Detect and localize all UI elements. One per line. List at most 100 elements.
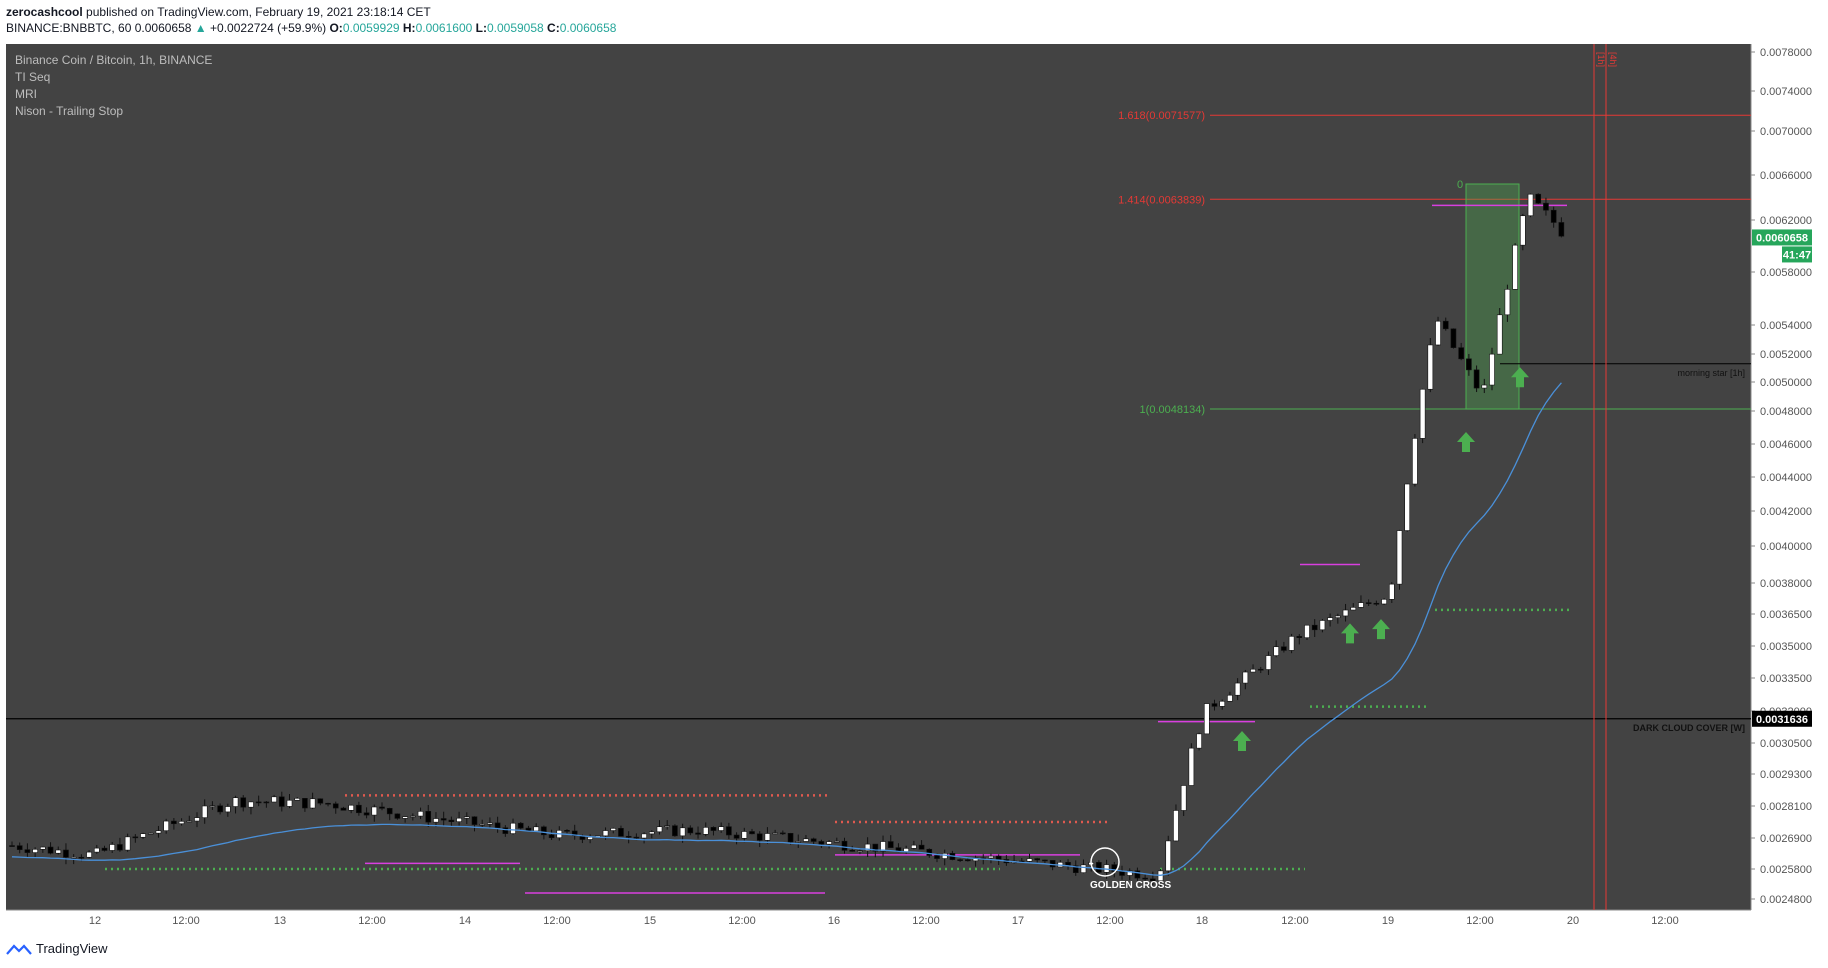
candle-body[interactable] xyxy=(672,825,678,837)
candle-body[interactable] xyxy=(687,827,694,834)
candle-body[interactable] xyxy=(679,827,686,837)
candle-body[interactable] xyxy=(163,820,169,831)
candle-body[interactable] xyxy=(641,833,647,839)
candle-body[interactable] xyxy=(294,798,301,801)
candle-body[interactable] xyxy=(1296,636,1303,638)
candle-body[interactable] xyxy=(1311,624,1318,631)
candle-body[interactable] xyxy=(40,846,46,850)
candle-body[interactable] xyxy=(1558,222,1565,237)
candle-body[interactable] xyxy=(1242,671,1249,684)
time-axis[interactable] xyxy=(6,910,1751,930)
candle-body[interactable] xyxy=(1396,530,1403,585)
candle-body[interactable] xyxy=(471,816,478,825)
candle-body[interactable] xyxy=(926,848,933,856)
candle-body[interactable] xyxy=(571,830,578,836)
candle-body[interactable] xyxy=(425,811,432,823)
candle-body[interactable] xyxy=(255,801,262,804)
candle-body[interactable] xyxy=(1419,388,1426,439)
candle-body[interactable] xyxy=(1350,607,1357,611)
candle-body[interactable] xyxy=(248,801,254,808)
candle-body[interactable] xyxy=(386,808,393,815)
candle-body[interactable] xyxy=(710,827,717,831)
candle-body[interactable] xyxy=(278,796,285,807)
candle-body[interactable] xyxy=(1080,864,1087,873)
candle-body[interactable] xyxy=(772,832,778,835)
candle-body[interactable] xyxy=(1504,289,1511,316)
candle-body[interactable] xyxy=(864,843,871,851)
candle-body[interactable] xyxy=(618,828,624,837)
candle-body[interactable] xyxy=(610,828,617,831)
candle-body[interactable] xyxy=(564,830,570,832)
candle-body[interactable] xyxy=(787,833,794,843)
candle-body[interactable] xyxy=(494,822,501,829)
candle-body[interactable] xyxy=(587,836,593,840)
candle-body[interactable] xyxy=(826,841,832,845)
candle-body[interactable] xyxy=(517,822,524,829)
candle-body[interactable] xyxy=(117,844,123,851)
candle-body[interactable] xyxy=(132,836,139,839)
candle-body[interactable] xyxy=(1543,202,1549,211)
legend-study-mri[interactable]: MRI xyxy=(15,87,37,101)
candle-body[interactable] xyxy=(541,826,547,836)
candle-body[interactable] xyxy=(309,798,316,809)
candle-body[interactable] xyxy=(1404,483,1411,531)
candle-body[interactable] xyxy=(70,856,77,859)
candle-body[interactable] xyxy=(849,850,856,852)
candle-body[interactable] xyxy=(533,826,539,832)
candle-body[interactable] xyxy=(1165,840,1172,872)
candle-body[interactable] xyxy=(1281,646,1287,651)
candle-body[interactable] xyxy=(602,830,609,837)
candle-body[interactable] xyxy=(1481,384,1488,389)
candle-body[interactable] xyxy=(764,833,771,841)
candle-body[interactable] xyxy=(1365,602,1372,604)
candle-body[interactable] xyxy=(9,845,15,847)
candle-body[interactable] xyxy=(795,841,802,843)
candle-body[interactable] xyxy=(1388,583,1395,600)
candle-body[interactable] xyxy=(402,816,408,819)
candle-body[interactable] xyxy=(1550,209,1557,223)
candle-body[interactable] xyxy=(93,847,100,853)
candle-body[interactable] xyxy=(749,831,755,835)
candle-body[interactable] xyxy=(1327,617,1333,621)
candle-body[interactable] xyxy=(810,838,817,842)
candle-body[interactable] xyxy=(109,844,116,851)
candle-body[interactable] xyxy=(47,846,54,854)
candle-body[interactable] xyxy=(841,840,848,851)
candle-body[interactable] xyxy=(63,849,69,858)
candle-body[interactable] xyxy=(286,799,293,807)
candle-body[interactable] xyxy=(363,812,370,816)
candle-body[interactable] xyxy=(1173,810,1179,842)
candle-body[interactable] xyxy=(340,807,347,811)
candle-body[interactable] xyxy=(410,815,416,818)
candle-body[interactable] xyxy=(417,811,424,817)
candle-body[interactable] xyxy=(756,833,763,841)
candle-body[interactable] xyxy=(155,830,162,834)
candle-body[interactable] xyxy=(548,834,555,839)
candle-body[interactable] xyxy=(1288,636,1295,651)
candle-body[interactable] xyxy=(988,855,994,859)
candle-body[interactable] xyxy=(1257,668,1264,671)
candle-body[interactable] xyxy=(201,805,208,818)
candle-body[interactable] xyxy=(1412,438,1418,485)
candle-body[interactable] xyxy=(456,817,462,822)
candle-body[interactable] xyxy=(1427,344,1434,390)
chart-pane[interactable] xyxy=(6,44,1751,930)
candle-body[interactable] xyxy=(1512,244,1518,290)
candle-body[interactable] xyxy=(302,798,308,809)
footer-brand[interactable]: TradingView xyxy=(36,941,108,956)
candle-body[interactable] xyxy=(332,803,339,809)
candle-body[interactable] xyxy=(502,827,509,834)
author[interactable]: zerocashcool xyxy=(6,5,83,19)
candle-body[interactable] xyxy=(263,801,270,804)
candle-body[interactable] xyxy=(394,813,401,819)
candle-body[interactable] xyxy=(240,797,247,808)
candle-body[interactable] xyxy=(1180,785,1187,811)
candle-body[interactable] xyxy=(325,802,331,805)
candle-body[interactable] xyxy=(1142,877,1148,880)
candle-body[interactable] xyxy=(818,841,825,845)
candle-body[interactable] xyxy=(86,851,92,858)
candle-body[interactable] xyxy=(803,838,809,842)
candle-body[interactable] xyxy=(1489,353,1495,386)
candle-body[interactable] xyxy=(479,823,486,826)
